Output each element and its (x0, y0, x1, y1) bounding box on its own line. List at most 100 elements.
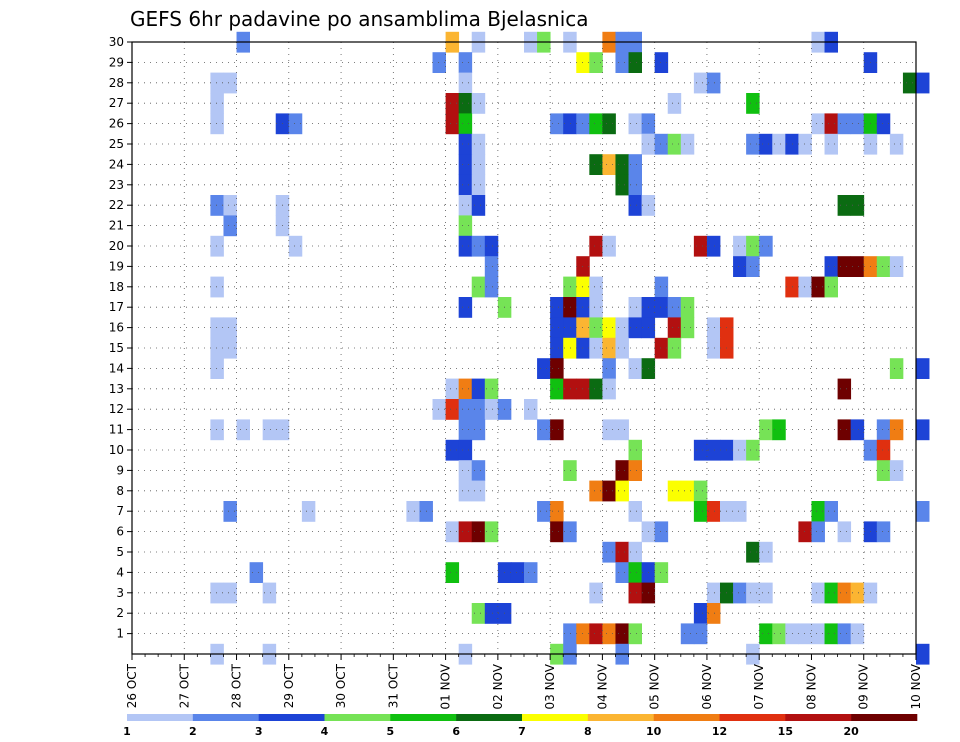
precip-cell (458, 480, 473, 502)
heatmap-cells (210, 31, 930, 665)
precip-cell (301, 501, 316, 522)
precip-cell (916, 501, 930, 522)
precip-cell (471, 276, 486, 298)
colorbar-label: 12 (712, 725, 727, 738)
precip-cell (602, 113, 616, 135)
precip-cell (484, 399, 499, 420)
x-tick-label: 30 OCT (334, 663, 348, 708)
precip-cell (458, 419, 473, 441)
precip-cell (589, 337, 603, 359)
precip-cell (706, 582, 721, 604)
precip-cell (889, 133, 904, 155)
precip-cell (458, 297, 473, 318)
precip-cell (576, 256, 590, 277)
y-tick-label: 24 (109, 157, 124, 171)
precip-cell (223, 317, 237, 339)
precip-cell (563, 623, 577, 645)
precip-cell (288, 113, 303, 135)
precip-cell (602, 623, 616, 645)
precip-cell (733, 501, 747, 522)
y-tick-label: 4 (116, 565, 124, 579)
precip-cell (602, 378, 616, 400)
y-tick-label: 3 (116, 586, 124, 600)
precip-cell (654, 276, 669, 298)
precip-cell (628, 297, 642, 318)
precip-cell (445, 399, 460, 420)
precip-cell (589, 317, 603, 339)
precip-cell (667, 317, 682, 339)
precip-cell (746, 582, 760, 604)
precip-cell (471, 419, 486, 441)
precip-cell (615, 154, 629, 175)
precip-cell (550, 501, 564, 522)
precip-cell (589, 297, 603, 318)
colorbar-label: 1 (123, 725, 131, 738)
precip-cell (471, 399, 486, 420)
precip-cell (471, 521, 486, 543)
x-tick-label: 04 NOV (595, 663, 609, 709)
y-tick-label: 22 (109, 198, 124, 212)
colorbar-swatch (851, 714, 918, 721)
precip-cell (262, 582, 277, 604)
precip-cell (837, 195, 852, 216)
colorbar-swatch (324, 714, 391, 721)
x-tick-label: 09 NOV (857, 663, 871, 709)
precip-cell (628, 623, 642, 645)
precip-cell (458, 133, 473, 155)
precip-cell (458, 378, 473, 400)
precip-cell (916, 419, 930, 441)
precip-cell (772, 623, 786, 645)
precip-cell (628, 358, 642, 379)
y-tick-label: 25 (109, 137, 124, 151)
precip-cell (615, 541, 629, 563)
precip-cell (550, 419, 564, 441)
y-tick-label: 9 (116, 463, 124, 477)
precip-cell (654, 562, 669, 583)
y-axis-ticks: 1234567891011121314151617181920212223242… (109, 35, 132, 641)
y-tick-label: 27 (109, 96, 124, 110)
precip-cell (615, 337, 629, 359)
precip-cell (602, 317, 616, 339)
y-tick-label: 11 (109, 423, 124, 437)
precip-cell (537, 419, 551, 441)
precip-cell (576, 337, 590, 359)
precip-cell (589, 378, 603, 400)
precip-cell (445, 93, 460, 114)
precip-cell (615, 460, 629, 481)
precip-cell (563, 297, 577, 318)
precip-cell (445, 439, 460, 461)
precip-cell (759, 133, 773, 155)
precip-cell (889, 358, 904, 379)
precip-cell (628, 113, 642, 135)
precip-cell (667, 480, 682, 502)
precip-cell (733, 235, 747, 257)
precip-cell (484, 256, 499, 277)
precip-cell (236, 419, 250, 441)
precip-cell (824, 113, 838, 135)
y-tick-label: 14 (109, 361, 124, 375)
precip-cell (876, 113, 891, 135)
colorbar-swatch (522, 714, 589, 721)
precip-cell (824, 623, 838, 645)
colorbar-swatch (719, 714, 786, 721)
precip-cell (902, 72, 917, 94)
precip-cell (680, 297, 695, 318)
precip-cell (759, 419, 773, 441)
colorbar-swatch (587, 714, 654, 721)
precip-cell (458, 521, 473, 543)
colorbar-swatch (390, 714, 457, 721)
precip-cell (615, 562, 629, 583)
precip-cell (759, 235, 773, 257)
x-tick-label: 28 OCT (230, 663, 244, 708)
precip-cell (746, 541, 760, 563)
precip-cell (746, 93, 760, 114)
precip-cell (850, 582, 865, 604)
precip-cell (537, 501, 551, 522)
precip-cell (458, 195, 473, 216)
precip-cell (889, 419, 904, 441)
precip-cell (210, 72, 224, 94)
precip-cell (550, 297, 564, 318)
precip-cell (223, 72, 237, 94)
precip-cell (693, 623, 708, 645)
x-tick-label: 03 NOV (543, 663, 557, 709)
